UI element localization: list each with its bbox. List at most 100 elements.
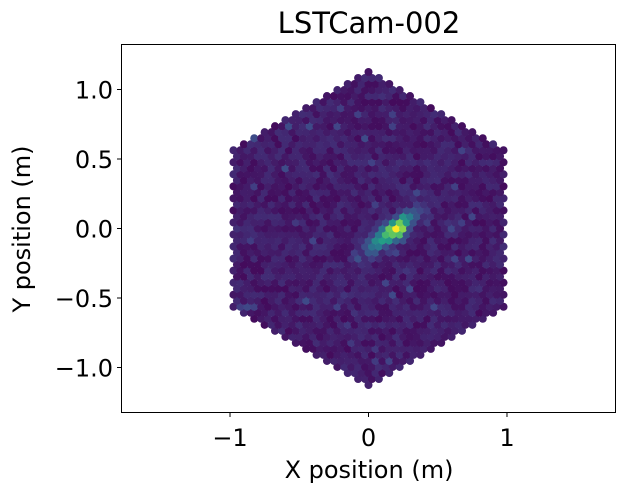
camera-pixel <box>367 230 376 239</box>
camera-pixel <box>464 242 473 251</box>
camera-pixel <box>492 182 501 191</box>
camera-pixel <box>295 140 304 149</box>
camera-pixel <box>406 128 415 137</box>
camera-pixel <box>284 242 293 251</box>
camera-pixel <box>357 140 366 149</box>
camera-pixel <box>399 296 408 305</box>
camera-pixel <box>471 302 480 311</box>
camera-pixel <box>281 176 290 185</box>
camera-pixel <box>388 110 397 119</box>
camera-pixel <box>253 152 262 161</box>
camera-pixel <box>440 320 449 329</box>
camera-pixel <box>236 278 245 287</box>
camera-pixel <box>316 248 325 257</box>
camera-pixel <box>322 200 331 209</box>
camera-pixel <box>447 296 456 305</box>
camera-pixel <box>281 128 290 137</box>
camera-pixel <box>319 134 328 143</box>
camera-pixel <box>264 230 273 239</box>
camera-pixel <box>406 284 415 293</box>
camera-pixel <box>461 152 470 161</box>
camera-pixel <box>409 218 418 227</box>
camera-pixel <box>277 182 286 191</box>
camera-pixel <box>489 308 498 317</box>
camera-pixel <box>430 146 439 155</box>
camera-pixel <box>229 170 238 179</box>
camera-pixel <box>302 200 311 209</box>
camera-pixel <box>236 194 245 203</box>
camera-pixel <box>305 110 314 119</box>
camera-pixel <box>271 194 280 203</box>
camera-pixel <box>496 296 505 305</box>
camera-pixel <box>326 218 335 227</box>
camera-pixel <box>364 356 373 365</box>
camera-pixel <box>260 188 269 197</box>
camera-pixel <box>354 146 363 155</box>
camera-pixel <box>340 326 349 335</box>
camera-pixel <box>468 128 477 137</box>
camera-pixel <box>423 278 432 287</box>
camera-pixel <box>371 224 380 233</box>
camera-pixel <box>281 236 290 245</box>
camera-pixel <box>271 326 280 335</box>
camera-pixel <box>302 128 311 137</box>
camera-pixel <box>354 110 363 119</box>
camera-pixel <box>426 104 435 113</box>
camera-pixel <box>340 338 349 347</box>
camera-pixel <box>440 116 449 125</box>
camera-pixel <box>371 248 380 257</box>
camera-pixel <box>430 314 439 323</box>
camera-pixel <box>440 128 449 137</box>
camera-pixel <box>253 164 262 173</box>
camera-pixel <box>399 356 408 365</box>
camera-pixel <box>350 344 359 353</box>
camera-pixel <box>364 152 373 161</box>
camera-pixel <box>385 104 394 113</box>
camera-pixel <box>395 86 404 95</box>
camera-pixel <box>343 176 352 185</box>
camera-pixel <box>464 146 473 155</box>
camera-pixel <box>454 320 463 329</box>
camera-pixel <box>322 236 331 245</box>
camera-pixel <box>430 326 439 335</box>
camera-pixel <box>489 200 498 209</box>
camera-pixel <box>350 296 359 305</box>
camera-pixel <box>340 170 349 179</box>
camera-pixel <box>402 314 411 323</box>
camera-pixel <box>312 110 321 119</box>
camera-pixel <box>291 182 300 191</box>
camera-pixel <box>267 296 276 305</box>
camera-pixel <box>288 224 297 233</box>
camera-pixel <box>457 182 467 191</box>
camera-pixel <box>281 332 290 341</box>
camera-pixel <box>499 218 508 227</box>
camera-pixel <box>454 128 463 137</box>
camera-pixel <box>340 122 349 131</box>
camera-pixel <box>471 206 480 215</box>
camera-pixel <box>475 248 484 257</box>
camera-pixel <box>371 200 380 209</box>
camera-pixel <box>250 206 259 215</box>
camera-pixel <box>316 116 325 125</box>
camera-pixel <box>288 296 297 305</box>
camera-pixel <box>267 200 276 209</box>
camera-pixel <box>402 242 411 251</box>
camera-pixel <box>281 284 290 293</box>
camera-pixel <box>406 92 415 101</box>
camera-pixel <box>246 308 255 317</box>
camera-pixel <box>388 314 397 323</box>
camera-pixel <box>371 236 380 245</box>
camera-pixel <box>482 284 491 293</box>
camera-pixel <box>374 278 383 287</box>
camera-pixel <box>264 290 273 299</box>
camera-pixel <box>475 176 484 185</box>
camera-pixel <box>426 344 435 353</box>
camera-pixel <box>447 188 456 197</box>
camera-pixel <box>350 104 359 113</box>
camera-pixel <box>423 110 432 119</box>
camera-pixel <box>371 320 380 329</box>
camera-pixel <box>444 254 453 263</box>
camera-pixel <box>464 158 473 167</box>
camera-pixel <box>319 278 328 287</box>
camera-pixel <box>316 224 325 233</box>
